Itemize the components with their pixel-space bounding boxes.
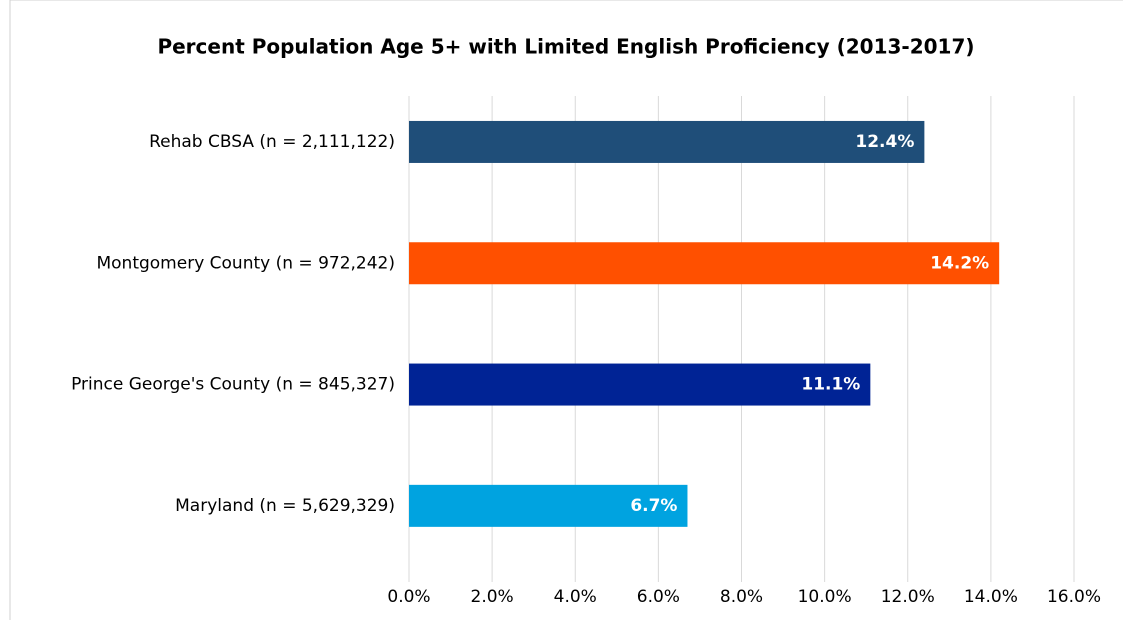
- x-tick-label: 12.0%: [881, 587, 935, 607]
- bar: [409, 120, 925, 163]
- value-label: 6.7%: [630, 496, 677, 516]
- chart-frame: [9, 0, 1123, 624]
- chart-title: Percent Population Age 5+ with Limited E…: [157, 35, 974, 59]
- bar: [409, 363, 871, 406]
- bar: [409, 484, 688, 527]
- x-tick-label: 14.0%: [964, 587, 1018, 607]
- value-label: 12.4%: [855, 132, 914, 152]
- bar: [409, 242, 1000, 285]
- x-tick-label: 10.0%: [798, 587, 852, 607]
- x-tick-label: 4.0%: [554, 587, 597, 607]
- value-label: 11.1%: [801, 375, 860, 395]
- value-label: 14.2%: [930, 253, 989, 273]
- y-tick-label: Maryland (n = 5,629,329): [175, 496, 395, 516]
- x-tick-label: 0.0%: [387, 587, 430, 607]
- x-tick-label: 16.0%: [1047, 587, 1101, 607]
- x-tick-label: 8.0%: [720, 587, 763, 607]
- x-tick-label: 2.0%: [471, 587, 514, 607]
- y-tick-label: Rehab CBSA (n = 2,111,122): [149, 132, 395, 152]
- y-tick-label: Montgomery County (n = 972,242): [96, 253, 395, 273]
- x-tick-label: 6.0%: [637, 587, 680, 607]
- y-tick-label: Prince George's County (n = 845,327): [71, 375, 395, 395]
